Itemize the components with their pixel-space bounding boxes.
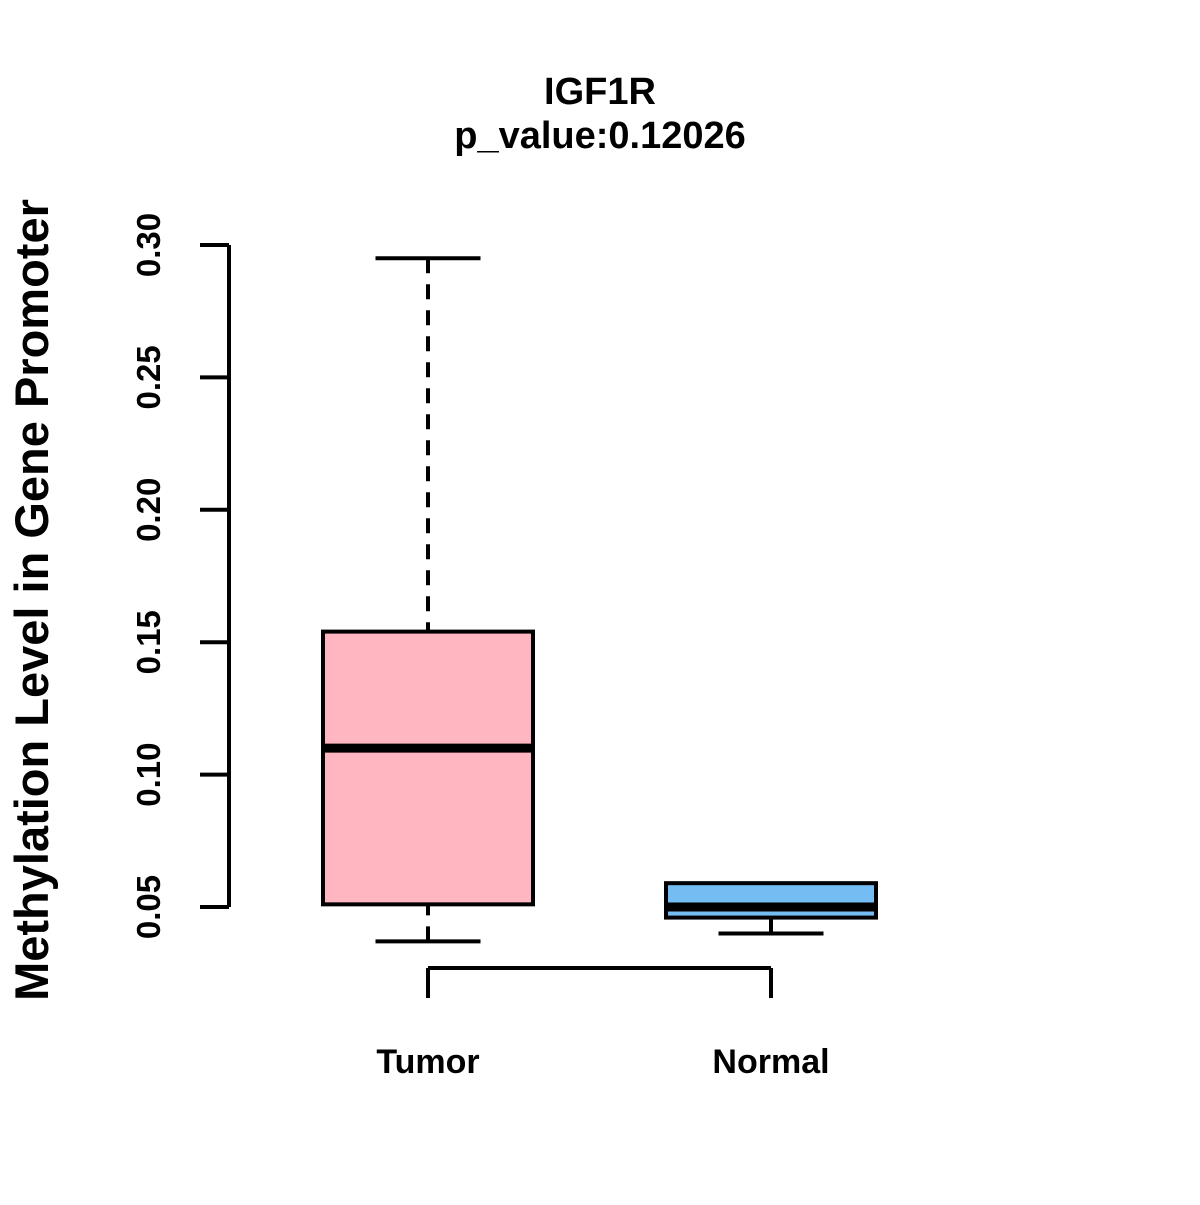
y-tick-label: 0.05 xyxy=(130,875,167,939)
normal-box xyxy=(664,881,878,920)
chart-subtitle: p_value:0.12026 xyxy=(454,115,746,157)
tumor-box xyxy=(321,629,535,907)
normal-boxplot xyxy=(664,881,878,936)
y-tick-label: 0.30 xyxy=(130,213,167,277)
x-category-label-normal: Normal xyxy=(712,1043,829,1081)
y-tick-label: 0.15 xyxy=(130,610,167,674)
x-category-label-tumor: Tumor xyxy=(376,1043,479,1081)
x-axis: Tumor Normal xyxy=(376,966,830,1081)
y-tick-label: 0.10 xyxy=(130,742,167,806)
y-tick-label: 0.20 xyxy=(130,478,167,542)
box-group xyxy=(321,256,878,944)
y-tick-label: 0.25 xyxy=(130,345,167,409)
y-axis-title: Methylation Level in Gene Promoter xyxy=(5,199,58,1001)
chart-title: IGF1R xyxy=(544,71,656,113)
tumor-boxplot xyxy=(321,256,535,944)
y-axis: 0.05 0.10 0.15 0.20 0.25 0.30 xyxy=(130,213,231,939)
